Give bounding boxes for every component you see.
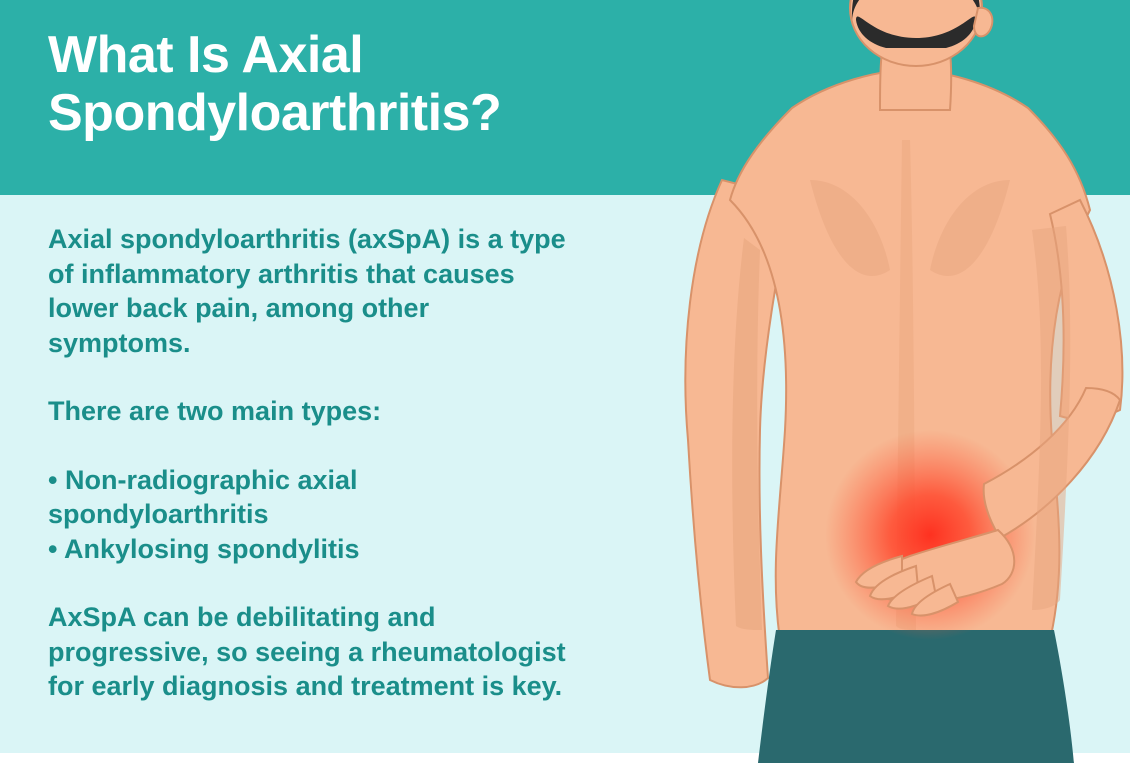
types-list: Non-radiographic axial spondyloarthritis… xyxy=(48,463,568,567)
title-line-1: What Is Axial xyxy=(48,26,363,84)
title-line-2: Spondyloarthritis? xyxy=(48,84,501,142)
list-item: Ankylosing spondylitis xyxy=(48,532,568,567)
intro-paragraph: Axial spondyloarthritis (axSpA) is a typ… xyxy=(48,222,568,360)
list-item: Non-radiographic axial spondyloarthritis xyxy=(48,463,568,532)
page-title: What Is Axial Spondyloarthritis? xyxy=(48,26,501,142)
types-heading: There are two main types: xyxy=(48,394,568,429)
closing-paragraph: AxSpA can be debilitating and progressiv… xyxy=(48,600,568,704)
content-block: Axial spondyloarthritis (axSpA) is a typ… xyxy=(48,222,568,704)
